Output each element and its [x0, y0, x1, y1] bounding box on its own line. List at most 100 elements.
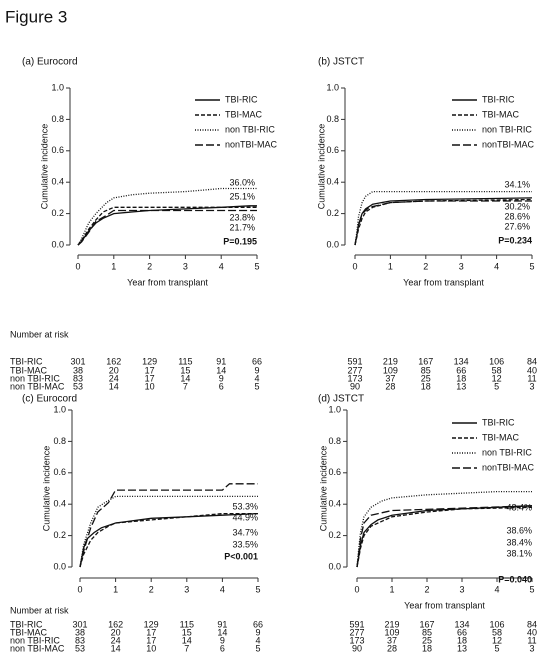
risk-value: 38 [75, 627, 85, 637]
risk-value: 109 [384, 627, 399, 637]
incidence-curve [77, 206, 257, 246]
x-tick-label: 4 [220, 584, 225, 594]
risk-value: 91 [216, 356, 226, 366]
panel-title: (a) Eurocord [22, 57, 78, 68]
p-value: P=0.234 [498, 235, 532, 245]
risk-row-label: non TBI-MAC [10, 381, 65, 391]
risk-value: 5 [494, 643, 499, 653]
legend-label: non TBI-RIC [482, 447, 532, 457]
y-tick-label: 0.6 [326, 145, 339, 155]
x-tick-label: 0 [352, 261, 357, 271]
risk-value: 173 [349, 635, 364, 645]
risk-value: 591 [349, 619, 364, 629]
risk-value: 129 [144, 619, 159, 629]
y-tick-label: 0.0 [326, 239, 339, 249]
legend-label: nonTBI-MAC [482, 462, 535, 472]
risk-value: 66 [457, 627, 467, 637]
legend-label: TBI-RIC [225, 94, 258, 104]
end-percentage: 44.9% [232, 512, 258, 522]
risk-value: 84 [527, 619, 537, 629]
y-tick-label: 1.0 [51, 82, 64, 92]
risk-row-label: non TBI-RIC [10, 635, 60, 645]
x-tick-label: 1 [388, 261, 393, 271]
risk-value: 40 [527, 627, 537, 637]
legend-label: nonTBI-MAC [482, 139, 535, 149]
risk-row-label: TBI-RIC [10, 356, 43, 366]
incidence-curve [354, 198, 533, 246]
panel-title: (b) JSTCT [318, 57, 364, 68]
y-axis-label: Cumulative incidence [316, 124, 326, 210]
risk-value: 162 [106, 356, 121, 366]
incidence-curve [356, 505, 533, 568]
risk-value: 83 [73, 373, 83, 383]
x-tick-label: 5 [529, 584, 534, 594]
risk-value: 14 [182, 635, 192, 645]
legend-label: TBI-MAC [482, 109, 519, 119]
risk-value: 219 [383, 356, 398, 366]
incidence-curve [79, 512, 258, 568]
risk-value: 20 [109, 365, 119, 375]
risk-value: 85 [422, 627, 432, 637]
x-tick-label: 4 [494, 584, 499, 594]
legend-label: TBI-RIC [482, 417, 515, 427]
risk-value: 115 [178, 356, 192, 366]
risk-value: 162 [108, 619, 123, 629]
risk-value: 5 [255, 643, 260, 653]
risk-value: 14 [217, 627, 227, 637]
y-tick-label: 0.4 [51, 177, 64, 187]
risk-value: 3 [529, 643, 534, 653]
risk-value: 11 [527, 635, 536, 645]
y-tick-label: 0.6 [53, 467, 66, 477]
y-tick-label: 1.0 [328, 404, 341, 414]
risk-value: 15 [180, 365, 190, 375]
y-tick-label: 0.8 [326, 114, 339, 124]
risk-row-label: non TBI-MAC [10, 643, 65, 653]
end-percentage: 53.3% [232, 501, 258, 511]
incidence-curve [77, 209, 257, 246]
y-tick-label: 0.0 [51, 239, 64, 249]
risk-value: 20 [111, 627, 121, 637]
p-value: P=0.040 [498, 574, 532, 584]
risk-value: 106 [489, 619, 504, 629]
risk-value: 53 [75, 643, 85, 653]
risk-value: 17 [146, 627, 156, 637]
p-value: P=0.195 [223, 236, 257, 246]
risk-value: 18 [457, 635, 467, 645]
x-tick-label: 3 [183, 261, 188, 271]
risk-value: 25 [421, 373, 431, 383]
risk-value: 14 [180, 373, 190, 383]
y-tick-label: 0.0 [53, 561, 66, 571]
incidence-curve [79, 495, 258, 568]
risk-value: 301 [72, 619, 87, 629]
risk-title: Number at risk [10, 605, 69, 615]
risk-value: 4 [255, 635, 260, 645]
y-axis-label: Cumulative incidence [318, 446, 328, 532]
x-tick-label: 0 [77, 584, 82, 594]
x-tick-label: 1 [111, 261, 116, 271]
risk-value: 13 [456, 381, 466, 391]
x-axis-label: Year from transplant [404, 600, 485, 610]
end-percentage: 21.7% [229, 222, 255, 232]
risk-value: 115 [180, 619, 194, 629]
risk-value: 9 [219, 373, 224, 383]
risk-value: 17 [146, 635, 156, 645]
risk-value: 106 [489, 356, 504, 366]
risk-row-label: TBI-MAC [10, 365, 47, 375]
end-percentage: 33.5% [232, 539, 258, 549]
risk-value: 18 [422, 643, 432, 653]
risk-value: 134 [454, 356, 469, 366]
incidence-curve [356, 490, 532, 568]
end-percentage: 36.0% [229, 177, 255, 187]
x-tick-label: 1 [389, 584, 394, 594]
risk-value: 5 [254, 381, 259, 391]
end-percentage: 23.8% [229, 212, 255, 222]
risk-value: 91 [217, 619, 227, 629]
x-tick-label: 2 [147, 261, 152, 271]
risk-value: 5 [494, 381, 499, 391]
risk-value: 10 [146, 643, 156, 653]
x-tick-label: 3 [459, 261, 464, 271]
y-tick-label: 0.8 [328, 436, 341, 446]
risk-value: 37 [387, 635, 397, 645]
end-percentage: 38.1% [506, 548, 532, 558]
risk-value: 12 [492, 373, 502, 383]
